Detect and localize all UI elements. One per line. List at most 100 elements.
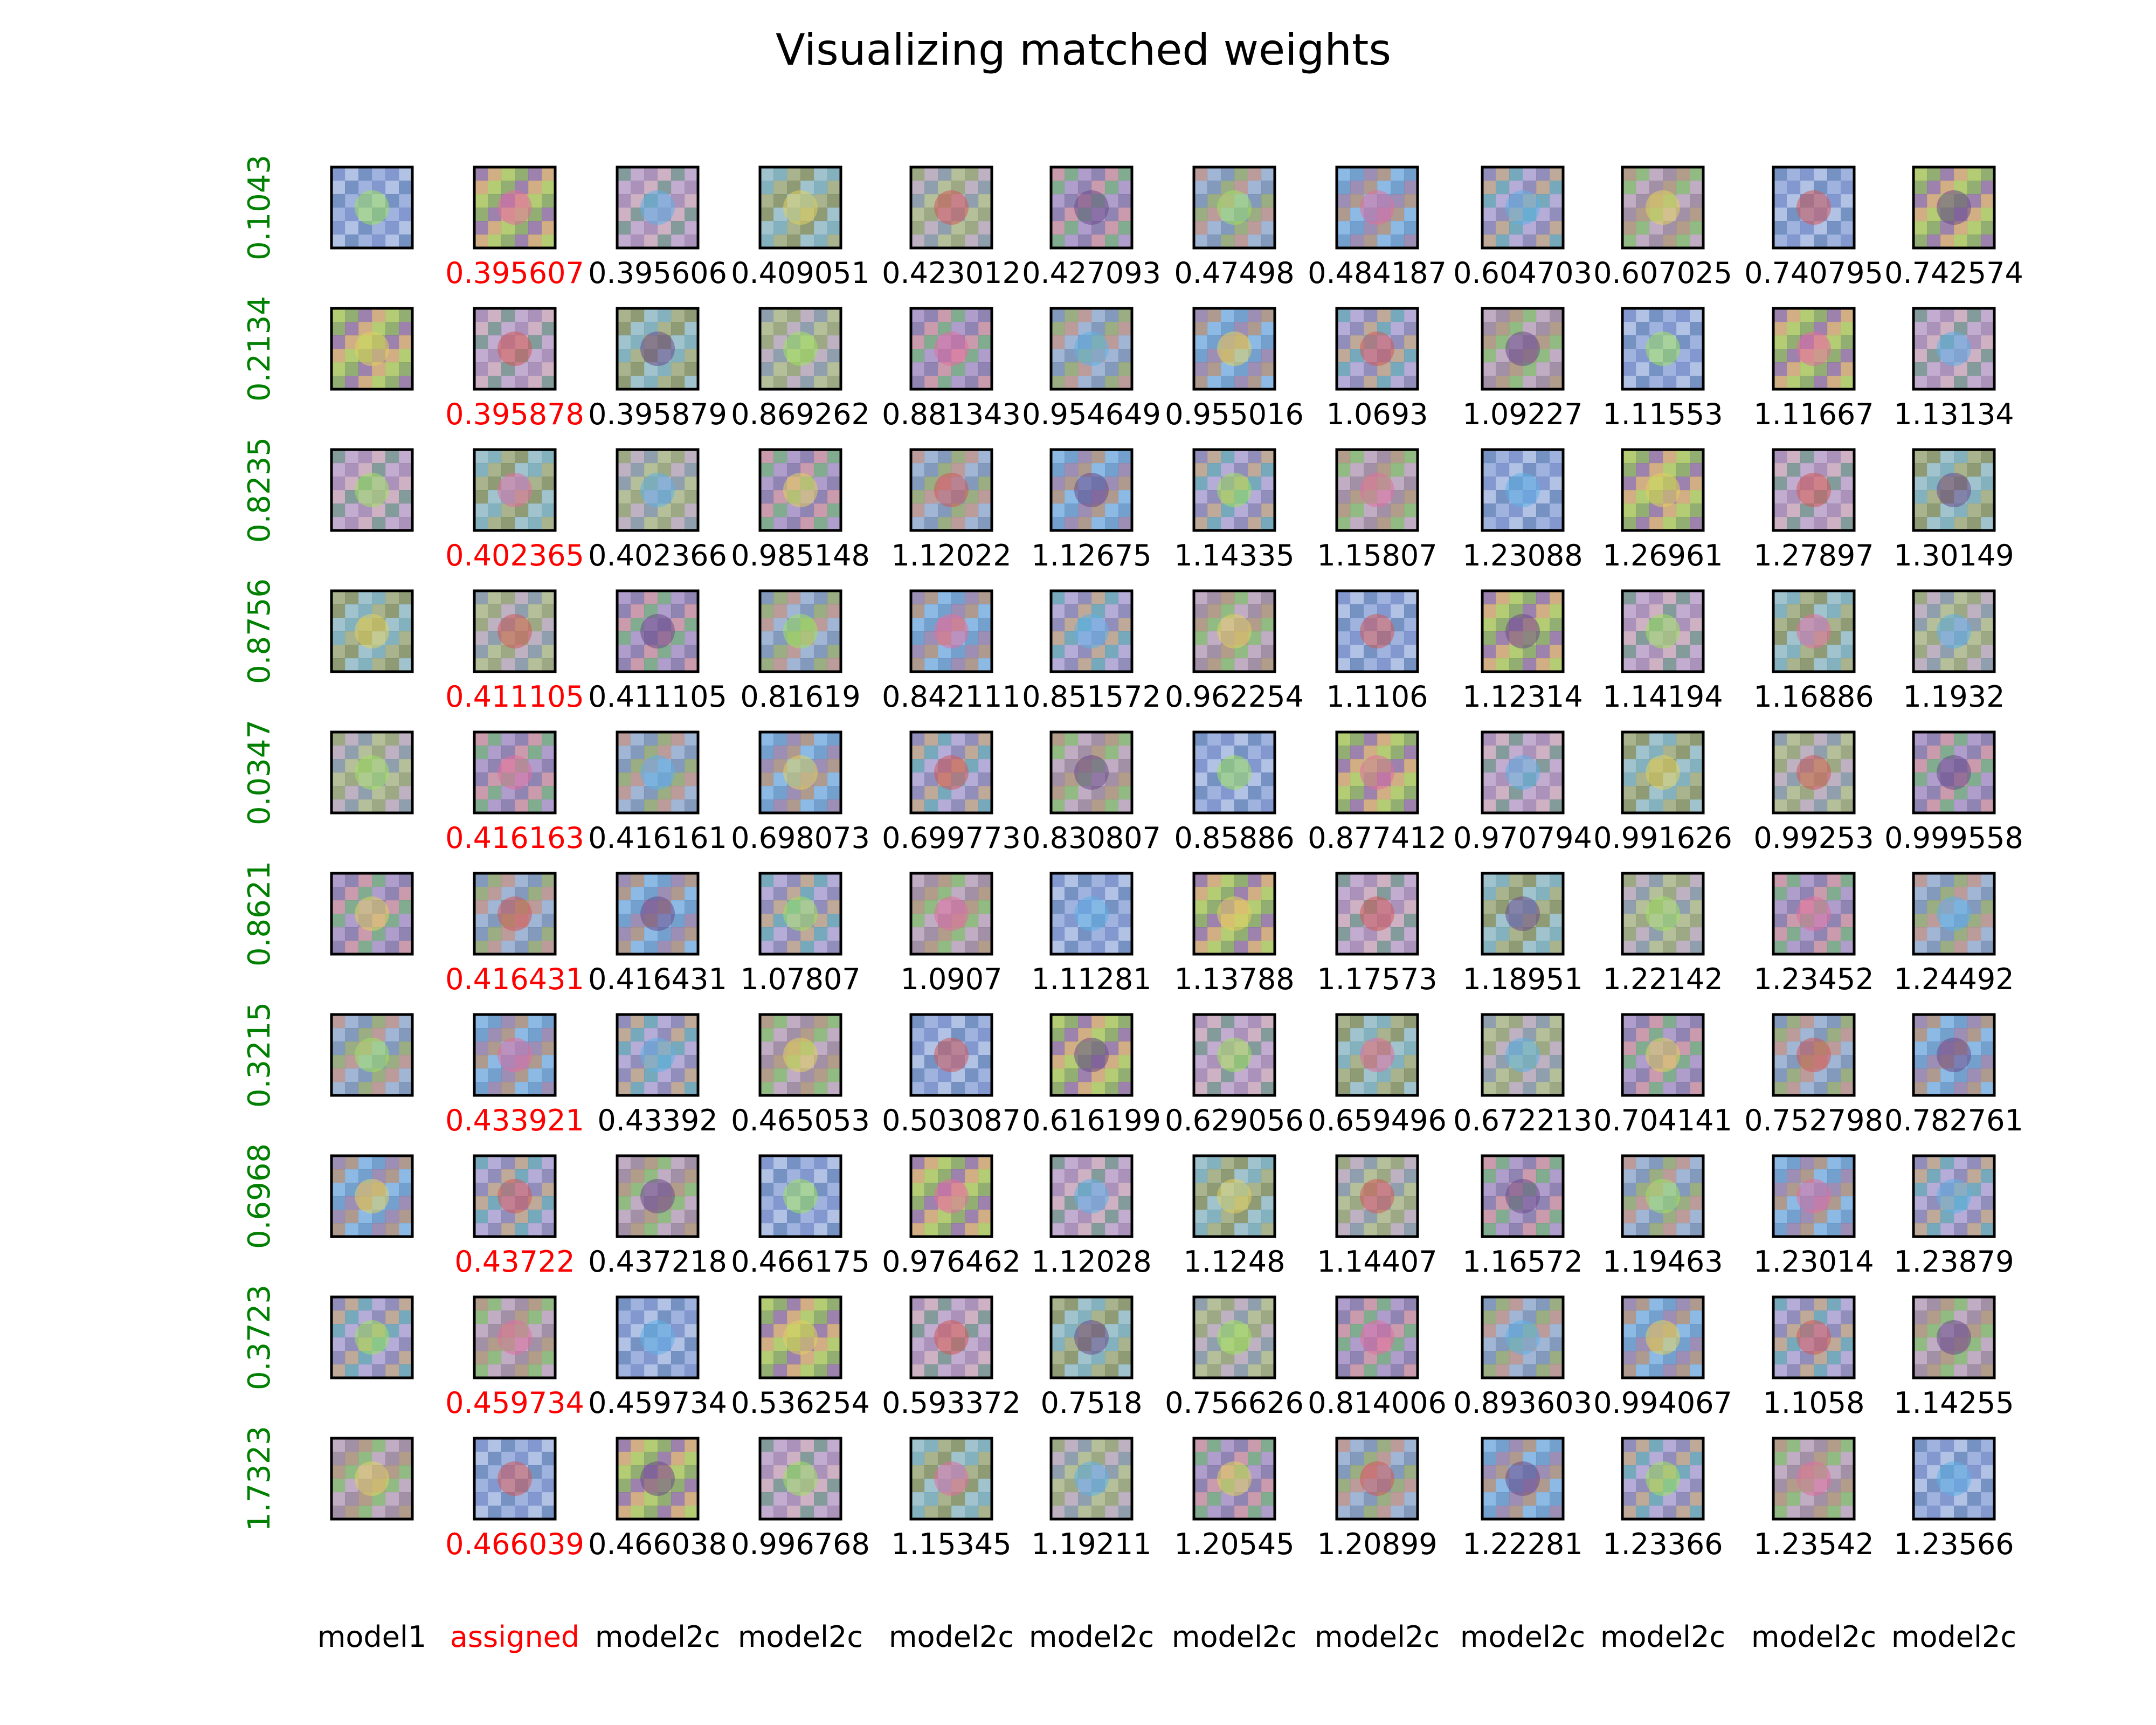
weight-tile	[330, 589, 414, 673]
match-value: 0.536254	[731, 1386, 870, 1420]
weight-tile	[758, 589, 842, 673]
column-label-assigned: assigned	[450, 1620, 579, 1654]
match-value: 0.423012	[882, 256, 1021, 290]
column-label: model2c	[1600, 1620, 1725, 1654]
weight-tile	[1049, 1437, 1134, 1521]
weight-tile	[1335, 307, 1419, 391]
match-value: 0.994067	[1593, 1386, 1732, 1420]
assigned-value: 0.411105	[445, 680, 584, 714]
weight-tile	[1049, 1013, 1134, 1097]
weight-tile	[909, 589, 993, 673]
weight-tile	[1192, 730, 1276, 815]
match-value: 1.20545	[1174, 1527, 1294, 1561]
assigned-value: 0.459734	[445, 1386, 584, 1420]
match-value: 1.15807	[1317, 539, 1437, 572]
match-value: 1.23014	[1753, 1245, 1874, 1279]
weight-tile	[1481, 1437, 1565, 1521]
weight-tile	[1192, 165, 1276, 250]
match-value: 0.698073	[731, 821, 870, 855]
column-label: model2c	[1315, 1620, 1440, 1654]
match-value: 1.0907	[901, 962, 1003, 996]
weight-tile	[473, 1437, 557, 1521]
match-value: 0.466038	[588, 1527, 727, 1561]
match-value: 1.19463	[1602, 1245, 1723, 1279]
row-label: 1.7323	[242, 1426, 277, 1531]
weight-tile	[758, 1154, 842, 1238]
weight-tile	[1772, 1154, 1856, 1238]
row-label: 0.6968	[242, 1143, 277, 1249]
match-value: 1.30149	[1894, 539, 2014, 572]
match-value: 1.12675	[1031, 539, 1151, 572]
chart-title: Visualizing matched weights	[776, 25, 1391, 75]
match-value: 0.985148	[731, 539, 870, 572]
weight-tile	[1912, 872, 1996, 956]
match-value: 0.742574	[1884, 256, 2023, 290]
match-value: 1.14255	[1894, 1386, 2014, 1420]
match-value: 1.18951	[1462, 962, 1583, 996]
match-value: 0.699773	[882, 821, 1021, 855]
weight-tile	[1481, 1013, 1565, 1097]
weight-tile	[1772, 1013, 1856, 1097]
match-value: 0.842111	[882, 680, 1021, 714]
weight-tile	[616, 448, 700, 532]
match-value: 1.11553	[1602, 397, 1723, 431]
column-label: model2c	[1460, 1620, 1585, 1654]
match-value: 0.416161	[588, 821, 727, 855]
assigned-value: 0.402365	[445, 539, 584, 572]
weight-tile	[1621, 448, 1705, 532]
weight-tile	[1621, 307, 1705, 391]
column-label: model2c	[1891, 1620, 2016, 1654]
weight-tile	[330, 1437, 414, 1521]
match-value: 0.402366	[588, 539, 727, 572]
match-value: 0.740795	[1744, 256, 1883, 290]
weight-tile	[1049, 448, 1134, 532]
match-value: 1.15345	[891, 1527, 1011, 1561]
weight-tile	[1621, 1437, 1705, 1521]
match-value: 1.1932	[1903, 680, 2005, 714]
weight-tile	[909, 1154, 993, 1238]
match-value: 1.12022	[891, 539, 1011, 572]
weight-tile	[1335, 448, 1419, 532]
weight-tile	[1481, 165, 1565, 250]
weight-tile	[1621, 165, 1705, 250]
weight-tile	[758, 165, 842, 250]
weight-tile	[1481, 872, 1565, 956]
match-value: 0.503087	[882, 1103, 1021, 1137]
weight-tile	[1049, 1295, 1134, 1379]
match-value: 0.955016	[1165, 397, 1304, 431]
weight-tile	[1772, 307, 1856, 391]
weight-tile	[330, 1154, 414, 1238]
weight-tile	[909, 730, 993, 815]
weight-tile	[616, 1437, 700, 1521]
weight-tile	[330, 872, 414, 956]
match-value: 0.99253	[1753, 821, 1874, 855]
weight-tile	[1772, 1437, 1856, 1521]
match-value: 1.23879	[1894, 1245, 2014, 1279]
weight-tile	[616, 1295, 700, 1379]
column-label: model2c	[1029, 1620, 1154, 1654]
weight-tile	[1335, 1295, 1419, 1379]
match-value: 0.395879	[588, 397, 727, 431]
match-value: 0.465053	[731, 1103, 870, 1137]
weight-tile	[1772, 589, 1856, 673]
match-value: 0.437218	[588, 1245, 727, 1279]
match-value: 0.991626	[1593, 821, 1732, 855]
column-label: model2c	[1751, 1620, 1876, 1654]
weight-tile	[1335, 872, 1419, 956]
weight-tile	[1192, 872, 1276, 956]
weight-tile	[909, 307, 993, 391]
weight-tile	[616, 730, 700, 815]
weight-tile	[1049, 165, 1134, 250]
assigned-value: 0.395607	[445, 256, 584, 290]
weight-tile	[330, 307, 414, 391]
weight-tile	[1481, 730, 1565, 815]
match-value: 1.14194	[1602, 680, 1723, 714]
weight-tile	[473, 448, 557, 532]
match-value: 1.23088	[1462, 539, 1583, 572]
match-value: 0.47498	[1174, 256, 1294, 290]
row-label: 0.1043	[242, 155, 277, 260]
match-value: 0.395606	[588, 256, 727, 290]
weight-tile	[1912, 1013, 1996, 1097]
match-value: 0.970794	[1453, 821, 1592, 855]
